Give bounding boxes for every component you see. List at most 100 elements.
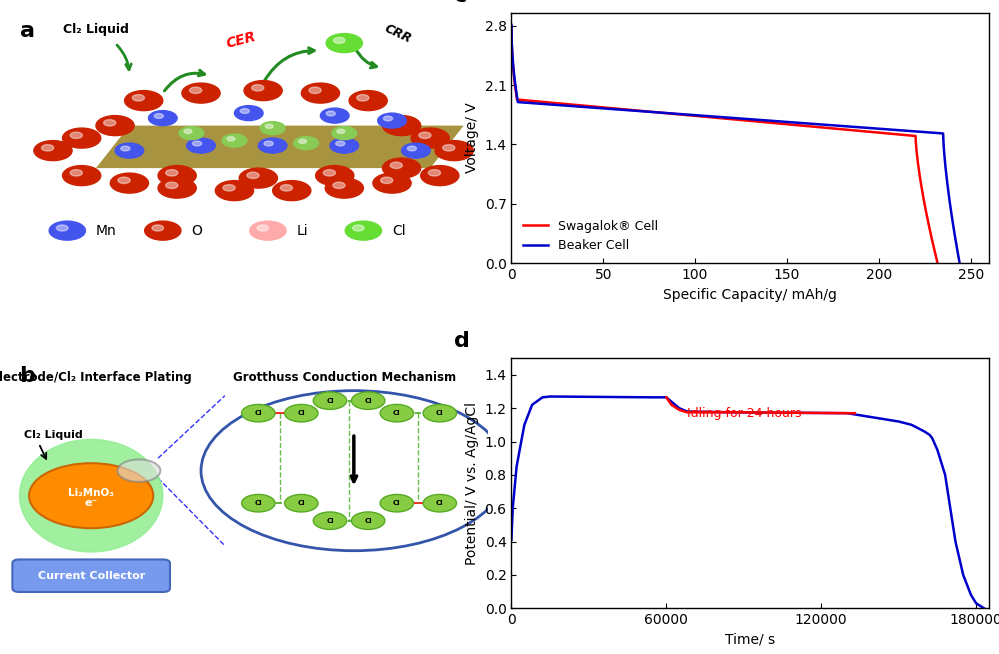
Text: Cl: Cl (392, 224, 406, 237)
Circle shape (419, 132, 431, 139)
Circle shape (302, 83, 340, 103)
Circle shape (383, 158, 421, 178)
Text: O: O (192, 224, 203, 237)
Circle shape (118, 177, 130, 184)
Circle shape (352, 392, 385, 409)
Circle shape (381, 177, 393, 184)
Text: CER: CER (225, 29, 258, 51)
Circle shape (154, 114, 164, 118)
Text: Cl: Cl (255, 410, 262, 416)
Circle shape (314, 512, 347, 530)
FancyBboxPatch shape (12, 559, 170, 592)
Circle shape (332, 127, 357, 139)
Circle shape (353, 225, 364, 231)
Beaker Cell (683, 111, 695, 118)
Circle shape (273, 181, 311, 201)
Text: Cl: Cl (326, 518, 334, 524)
Circle shape (166, 182, 178, 188)
Beaker Cell (505, 21, 517, 29)
Swagalok® Cell (928, 244, 940, 252)
Text: Cl: Cl (436, 500, 444, 506)
Line: Swagalok® Cell: Swagalok® Cell (511, 27, 938, 263)
Text: b: b (20, 366, 35, 386)
Text: c: c (455, 0, 468, 6)
Swagalok® Cell (789, 121, 801, 129)
Circle shape (349, 91, 388, 111)
Circle shape (259, 138, 287, 153)
Circle shape (260, 122, 285, 135)
Circle shape (70, 169, 82, 176)
Circle shape (34, 141, 72, 161)
Circle shape (380, 494, 414, 512)
Beaker Cell (888, 126, 900, 134)
Circle shape (242, 404, 275, 422)
Circle shape (424, 494, 457, 512)
Circle shape (223, 184, 235, 191)
Swagalok® Cell (505, 24, 517, 31)
X-axis label: Time/ s: Time/ s (725, 632, 775, 647)
Circle shape (96, 116, 134, 135)
Circle shape (383, 116, 421, 135)
Swagalok® Cell (671, 111, 683, 118)
Beaker Cell (514, 98, 526, 106)
Circle shape (333, 182, 345, 188)
Circle shape (316, 165, 354, 186)
Circle shape (239, 168, 278, 188)
Text: Grotthuss Conduction Mechanism: Grotthuss Conduction Mechanism (233, 371, 456, 384)
Circle shape (158, 178, 196, 198)
Beaker Cell (951, 243, 963, 251)
Circle shape (294, 137, 319, 150)
Text: Cl: Cl (393, 500, 401, 506)
Circle shape (337, 129, 345, 133)
Circle shape (115, 143, 144, 158)
Text: Li₂MnO₃: Li₂MnO₃ (68, 488, 114, 498)
Text: Cl: Cl (365, 398, 372, 404)
Swagalok® Cell (932, 259, 944, 267)
Circle shape (63, 128, 101, 148)
Circle shape (336, 141, 345, 146)
Circle shape (391, 120, 403, 126)
Text: Cl: Cl (393, 410, 401, 416)
Circle shape (166, 169, 178, 176)
Line: Beaker Cell: Beaker Cell (511, 25, 960, 263)
Circle shape (424, 404, 457, 422)
Circle shape (326, 33, 363, 52)
Text: Idling for 24 hours: Idling for 24 hours (686, 407, 801, 421)
Circle shape (357, 95, 369, 101)
Circle shape (429, 169, 441, 176)
Text: Cl: Cl (298, 410, 305, 416)
Text: Electrode/Cl₂ Interface Plating: Electrode/Cl₂ Interface Plating (0, 371, 192, 384)
Y-axis label: Voltage/ V: Voltage/ V (465, 103, 480, 173)
Text: Mn: Mn (96, 224, 117, 237)
Circle shape (121, 146, 130, 151)
Circle shape (132, 95, 145, 101)
Circle shape (152, 225, 164, 231)
Circle shape (190, 87, 202, 94)
Swagalok® Cell (679, 111, 691, 119)
Circle shape (299, 139, 307, 143)
Text: e⁻: e⁻ (85, 498, 98, 508)
Circle shape (56, 225, 68, 231)
Circle shape (250, 221, 286, 240)
X-axis label: Specific Capacity/ mAh/g: Specific Capacity/ mAh/g (663, 288, 837, 301)
Circle shape (187, 138, 216, 153)
Circle shape (435, 141, 474, 161)
Circle shape (244, 80, 282, 101)
Circle shape (402, 143, 431, 158)
Text: d: d (455, 331, 470, 351)
Y-axis label: Potential/ V vs. Ag/AgCl: Potential/ V vs. Ag/AgCl (465, 402, 480, 564)
Circle shape (235, 105, 263, 120)
Swagalok® Cell (864, 128, 876, 136)
Circle shape (149, 111, 177, 126)
Circle shape (29, 463, 153, 528)
Circle shape (110, 173, 149, 193)
Text: Cl: Cl (298, 500, 305, 506)
Circle shape (384, 116, 393, 121)
Text: a: a (20, 20, 35, 41)
Circle shape (242, 494, 275, 512)
Circle shape (443, 145, 455, 151)
Circle shape (118, 459, 161, 482)
Circle shape (324, 169, 336, 176)
Circle shape (184, 129, 192, 133)
Circle shape (216, 181, 254, 201)
